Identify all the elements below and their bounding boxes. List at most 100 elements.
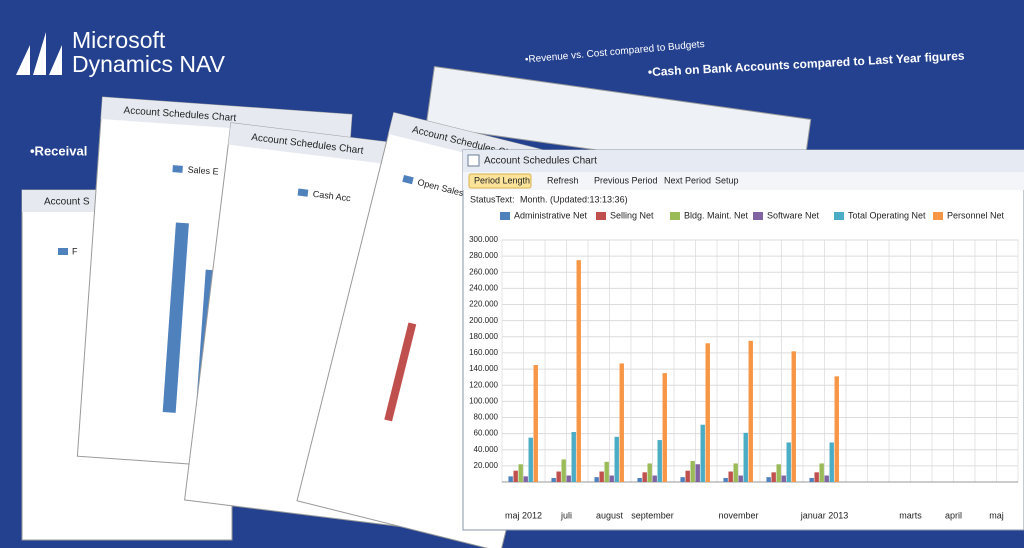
bar [533, 365, 538, 482]
legend-label: Sales E [187, 165, 219, 177]
bar [566, 475, 571, 482]
legend-swatch [402, 174, 414, 185]
logo-shape [16, 45, 30, 75]
bar [771, 472, 776, 482]
status-label: StatusText: [470, 194, 515, 204]
bar [685, 470, 690, 482]
logo: Microsoft Dynamics NAV [16, 27, 226, 77]
y-tick-label: 280.000 [469, 251, 498, 260]
legend-swatch [500, 212, 510, 220]
toolbar [463, 172, 1024, 190]
legend-swatch [58, 248, 68, 255]
x-tick-label: september [631, 510, 674, 520]
bar [609, 475, 614, 482]
toolbar-button[interactable]: Period Length [474, 175, 530, 185]
x-tick-label: maj 2012 [505, 510, 542, 520]
logo-shape [33, 32, 46, 75]
y-tick-label: 80.000 [474, 413, 499, 422]
legend-swatch [596, 212, 606, 220]
legend-label: Selling Net [610, 210, 654, 220]
bar [680, 477, 685, 482]
bar [814, 472, 819, 482]
window-title: Account Schedules Chart [484, 156, 597, 167]
y-tick-label: 20.000 [474, 461, 499, 470]
toolbar-button[interactable]: Previous Period [594, 175, 658, 185]
bar [728, 471, 733, 482]
bar [776, 464, 781, 482]
x-tick-label: juli [560, 510, 572, 520]
bar [834, 376, 839, 482]
bar [791, 351, 796, 482]
bar [508, 476, 513, 482]
y-tick-label: 100.000 [469, 396, 498, 405]
status-text: Month. (Updated:13:13:36) [520, 194, 628, 204]
title-bar [100, 97, 352, 137]
bar [647, 463, 652, 482]
bar [619, 363, 624, 482]
x-tick-label: marts [899, 510, 922, 520]
decor-bar [162, 222, 189, 413]
toolbar-button[interactable]: Next Period [664, 175, 711, 185]
x-tick-label: maj [989, 510, 1004, 520]
toolbar-button[interactable]: Setup [715, 175, 739, 185]
legend-swatch [670, 212, 680, 220]
bar [690, 461, 695, 482]
bar [518, 464, 523, 482]
x-tick-label: august [596, 510, 624, 520]
bar [551, 477, 556, 482]
y-tick-label: 40.000 [474, 445, 499, 454]
y-tick-label: 60.000 [474, 429, 499, 438]
y-tick-label: 120.000 [469, 380, 498, 389]
legend-swatch [753, 212, 763, 220]
bar [556, 471, 561, 482]
bar [528, 437, 533, 482]
bar [829, 442, 834, 482]
bar [662, 373, 667, 482]
bar [700, 424, 705, 482]
logo-text: Microsoft [72, 27, 166, 53]
logo-text: Dynamics NAV [72, 51, 226, 77]
bar [819, 463, 824, 482]
bar [637, 477, 642, 482]
bar [513, 470, 518, 482]
legend-label: Personnel Net [947, 210, 1005, 220]
bar [576, 260, 581, 482]
legend-swatch [834, 212, 844, 220]
legend-label: Total Operating Net [848, 210, 926, 220]
bar [695, 464, 700, 482]
bar [604, 461, 609, 482]
logo-shape [49, 45, 62, 75]
y-tick-label: 200.000 [469, 316, 498, 325]
bar [642, 472, 647, 482]
window-icon [467, 154, 480, 167]
legend-swatch [297, 188, 309, 197]
bar [705, 343, 710, 482]
bar [748, 340, 753, 482]
legend-label: Administrative Net [514, 210, 588, 220]
toolbar-highlight [468, 173, 532, 189]
y-tick-label: 220.000 [469, 300, 498, 309]
bar [809, 477, 814, 482]
x-tick-label: april [945, 510, 962, 520]
x-tick-label: januar 2013 [800, 510, 849, 520]
bar [781, 475, 786, 482]
legend-swatch [172, 165, 183, 173]
y-tick-label: 160.000 [469, 348, 498, 357]
bar [738, 475, 743, 482]
bar [766, 477, 771, 482]
y-tick-label: 180.000 [469, 332, 498, 341]
toolbar-button[interactable]: Refresh [547, 175, 579, 185]
bar [657, 440, 662, 482]
title-bar [463, 150, 1024, 172]
bar [599, 471, 604, 482]
y-tick-label: 300.000 [469, 235, 498, 244]
legend-label: Software Net [767, 210, 820, 220]
bar [723, 477, 728, 482]
bullet: •Receival [30, 143, 87, 158]
bar [594, 477, 599, 482]
bar [733, 463, 738, 482]
bar [614, 436, 619, 482]
legend-label: F [72, 246, 78, 256]
